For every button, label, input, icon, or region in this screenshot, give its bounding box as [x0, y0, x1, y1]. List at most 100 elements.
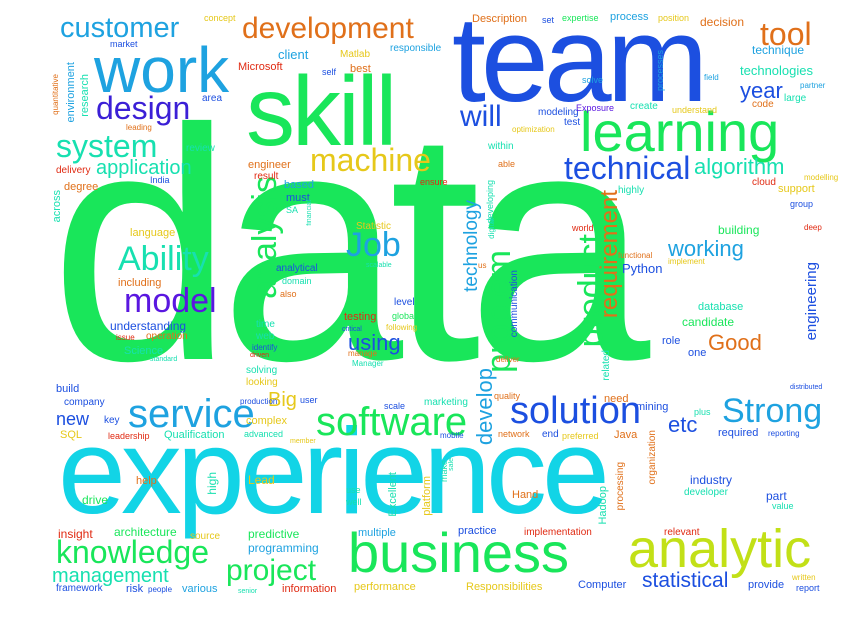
word-optimization: optimization [512, 125, 555, 134]
word-relevant: relevant [664, 527, 700, 538]
word-information: information [282, 583, 337, 595]
word-analysis: analysis [246, 176, 284, 299]
word-operation: operation [146, 331, 188, 342]
word-platform: platform [421, 476, 433, 516]
word-advanced: advanced [244, 429, 284, 439]
word-customer: customer [60, 12, 180, 44]
word-across: across [51, 190, 63, 223]
word-Qualification: Qualification [164, 429, 225, 441]
word-processes: processes [655, 50, 665, 92]
word-analytic: analytic [628, 519, 812, 579]
word-machine: machine [310, 142, 431, 178]
word-programming: programming [248, 541, 319, 555]
word-Ability: Ability [118, 240, 209, 278]
word-self: self [322, 67, 337, 77]
word-Exposure: Exposure [576, 103, 615, 113]
word-including: including [118, 277, 162, 289]
word-building: building [718, 223, 760, 237]
word-related: related [601, 350, 612, 381]
word-implement: implement [668, 257, 705, 266]
word-best: best [350, 63, 371, 75]
word-financial: financial [306, 200, 313, 226]
word-Description: Description [472, 13, 528, 25]
word-market: market [110, 39, 138, 49]
word-Matlab: Matlab [340, 49, 371, 60]
word-will: will [460, 100, 502, 133]
word-industry: industry [690, 473, 733, 487]
word-modelling: modelling [804, 173, 839, 182]
word-senior: senior [238, 588, 258, 595]
word-performance: performance [354, 581, 416, 593]
word-predictive: predictive [248, 527, 300, 541]
word-able: able [498, 159, 516, 169]
word-role: role [662, 335, 681, 347]
word-new: new [56, 409, 90, 429]
word-mining: mining [636, 401, 669, 413]
word-issue: issue [116, 333, 135, 342]
word-analytical: analytical [276, 263, 318, 274]
word-critical: critical [342, 326, 362, 333]
word-well: well [346, 497, 362, 507]
word-India: India [150, 175, 170, 185]
word-standard: standard [150, 356, 178, 363]
word-application: application [96, 157, 192, 179]
word-highly: highly [618, 185, 645, 196]
word-Lead: Lead [248, 473, 275, 487]
word-processing: processing [615, 462, 626, 511]
word-preferred: preferred [562, 431, 599, 441]
word-group: group [790, 199, 814, 209]
word-source: source [190, 531, 221, 542]
word-level: level [394, 297, 415, 308]
word-technique: technique [752, 43, 805, 57]
word-year: year [740, 78, 783, 103]
word-Responsibilities: Responsibilities [466, 581, 543, 593]
word-result: result [254, 171, 279, 182]
word-build: build [56, 383, 80, 395]
word-leading: leading [126, 123, 152, 132]
word-team: team [452, 0, 708, 127]
word-research: research [79, 74, 91, 117]
word-delivery: delivery [56, 165, 91, 176]
word-report: report [796, 583, 820, 593]
word-leadership: leadership [108, 431, 150, 441]
word-Python: Python [622, 261, 663, 276]
word-sale: sale [448, 458, 455, 471]
word-risk: risk [126, 583, 144, 595]
word-understand: understand [672, 105, 718, 115]
word-learning: learning [580, 100, 780, 163]
word-Science: Science [124, 345, 164, 357]
word-SQL: SQL [60, 429, 83, 441]
word-company: company [64, 397, 105, 408]
word-data: data [50, 60, 650, 429]
word-client: client [278, 47, 309, 62]
word-looking: looking [246, 377, 278, 388]
word-Big: Big [268, 389, 297, 411]
word-model: model [124, 282, 217, 320]
word-manage: manage [348, 349, 377, 358]
word-global: global [392, 311, 417, 321]
word-drive: drive [82, 493, 109, 507]
word-support: support [778, 183, 815, 195]
word-algorithm: algorithm [694, 154, 785, 179]
word-deep: deep [804, 223, 822, 232]
word-following: following [386, 323, 418, 332]
word-working: working [668, 236, 744, 261]
word-engineer: engineer [248, 159, 291, 171]
word-management: management [52, 565, 169, 587]
word-marketing: marketing [424, 397, 468, 408]
word-within: within [488, 141, 514, 152]
word-decision: decision [700, 15, 745, 29]
word-architecture: architecture [114, 525, 177, 539]
word-using: using [348, 330, 401, 355]
word-key: key [104, 415, 120, 426]
word-service: service [128, 392, 255, 436]
word-complex: complex [246, 415, 287, 427]
word-project: project [226, 554, 317, 587]
word-quality: quality [494, 391, 521, 401]
word-scalable: scalable [366, 262, 392, 269]
word-identify: identify [252, 343, 278, 352]
word-experience: experience [58, 403, 610, 539]
word-time: time [256, 319, 275, 330]
word-Manager: Manager [352, 359, 384, 368]
word-us: us [478, 261, 487, 270]
